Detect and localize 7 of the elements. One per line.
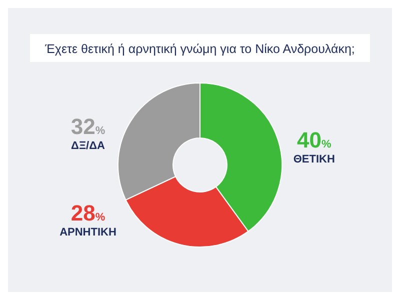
slice-label: ΘΕΤΙΚΗ <box>293 153 335 166</box>
data-label: 40% <box>296 127 332 152</box>
data-label: 28% <box>70 200 106 226</box>
chart-title: Έχετε θετική ή αρνητική γνώμη για το Νίκο Ανδρουλάκη; <box>44 42 355 56</box>
data-label: 32% <box>70 114 106 140</box>
slice-label: ΑΡΝΗΤΙΚΗ <box>60 226 116 239</box>
slice-label: ΔΞ/ΔΑ <box>71 140 105 152</box>
